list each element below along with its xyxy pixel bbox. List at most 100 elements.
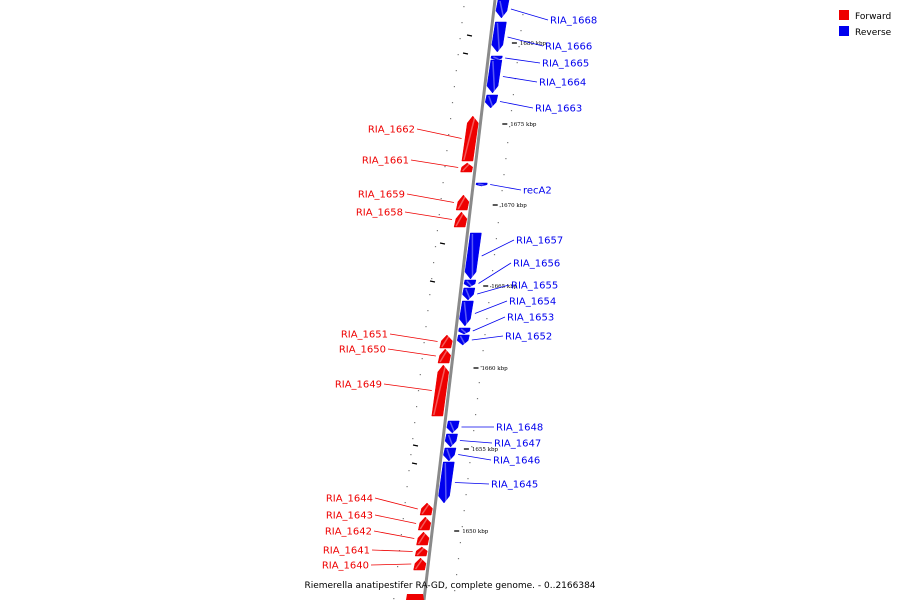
minor-tick-right bbox=[482, 350, 484, 352]
minor-tick-right bbox=[488, 302, 490, 304]
minor-tick-left bbox=[395, 582, 397, 584]
minor-tick-right bbox=[461, 526, 463, 528]
gene-label-ria-1642[interactable]: RIA_1642 bbox=[325, 527, 372, 538]
gene-highlight bbox=[463, 301, 468, 326]
gene-label-ria-1663[interactable]: RIA_1663 bbox=[535, 104, 582, 115]
minor-tick-right bbox=[471, 446, 473, 448]
gene-label-ria-1655[interactable]: RIA_1655 bbox=[511, 281, 558, 292]
gene-label-ria-1658[interactable]: RIA_1658 bbox=[356, 208, 403, 219]
minor-tick-left bbox=[402, 518, 404, 520]
major-tick bbox=[411, 462, 418, 465]
gene-label-ria-1645[interactable]: RIA_1645 bbox=[491, 480, 538, 491]
gene-arrow-reca2 bbox=[475, 182, 488, 187]
minor-tick-left bbox=[434, 246, 437, 248]
gene-label-ria-1652[interactable]: RIA_1652 bbox=[505, 332, 552, 343]
gene-leader-line bbox=[472, 316, 506, 332]
minor-tick-left bbox=[446, 150, 448, 152]
minor-tick-right bbox=[518, 46, 520, 48]
gene-leader-line bbox=[474, 300, 508, 314]
minor-tick-right bbox=[484, 334, 486, 336]
gene-label-ria-1646[interactable]: RIA_1646 bbox=[493, 456, 540, 467]
gene-label-ria-1653[interactable]: RIA_1653 bbox=[507, 313, 554, 324]
gene-highlight bbox=[493, 56, 499, 60]
gene-arrow-ria-1661 bbox=[460, 162, 473, 173]
minor-tick-right bbox=[463, 510, 465, 512]
minor-tick-left bbox=[438, 214, 440, 216]
gene-arrow-ria-1658 bbox=[453, 211, 468, 228]
gene-highlight bbox=[460, 328, 467, 334]
gene-label-ria-1640[interactable]: RIA_1640 bbox=[322, 561, 369, 572]
gene-label-ria-1664[interactable]: RIA_1664 bbox=[539, 78, 586, 89]
gene-arrow-ria-1645 bbox=[438, 461, 455, 504]
gene-leader-line bbox=[383, 383, 432, 391]
scale-tick-label: 1660 kbp bbox=[482, 366, 509, 372]
minor-tick-left bbox=[457, 54, 459, 56]
genome-backbone bbox=[422, 0, 497, 600]
gene-label-ria-1656[interactable]: RIA_1656 bbox=[513, 259, 560, 270]
gene-label-ria-1661[interactable]: RIA_1661 bbox=[362, 156, 409, 167]
gene-highlight bbox=[417, 532, 427, 545]
legend-label-reverse: Reverse bbox=[855, 28, 892, 38]
gene-label-ria-1650[interactable]: RIA_1650 bbox=[339, 345, 386, 356]
gene-highlight bbox=[459, 335, 466, 345]
minor-tick-left bbox=[423, 342, 425, 344]
minor-tick-right bbox=[467, 478, 469, 480]
gene-arrow-ria-1659 bbox=[455, 194, 470, 211]
gene-label-ria-1651[interactable]: RIA_1651 bbox=[341, 330, 388, 341]
gene-arrow-ria-1652 bbox=[456, 334, 470, 346]
gene-arrow-ria-1648 bbox=[446, 420, 460, 434]
gene-label-ria-1668[interactable]: RIA_1668 bbox=[550, 16, 597, 27]
gene-arrow-ria-1662 bbox=[461, 115, 479, 162]
minor-tick-left bbox=[417, 390, 420, 392]
gene-arrow-ria-1644 bbox=[419, 502, 433, 516]
gene-arrow-ria-1657 bbox=[464, 232, 482, 280]
gene-leader-line bbox=[406, 193, 455, 203]
gene-label-ria-1649[interactable]: RIA_1649 bbox=[335, 380, 382, 391]
gene-labels: RIA_1668 RIA_1666 RIA_1665 RIA_1664 RIA_1663… bbox=[322, 8, 597, 572]
gene-label-ria-1647[interactable]: RIA_1647 bbox=[494, 439, 541, 450]
minor-tick-right bbox=[495, 238, 497, 240]
gene-arrow-ria-1654 bbox=[459, 300, 474, 327]
minor-tick-right bbox=[465, 494, 467, 496]
gene-arrow-ria-1666 bbox=[491, 21, 507, 53]
gene-highlight bbox=[466, 280, 473, 287]
major-tick bbox=[429, 280, 436, 283]
gene-label-ria-1665[interactable]: RIA_1665 bbox=[542, 59, 589, 70]
gene-highlight bbox=[463, 116, 476, 161]
scale-tick-label: 1680 kbp bbox=[520, 41, 547, 47]
gene-highlight bbox=[488, 95, 494, 108]
gene-label-ria-1648[interactable]: RIA_1648 bbox=[496, 423, 543, 434]
gene-label-ria-1666[interactable]: RIA_1666 bbox=[545, 42, 592, 53]
minor-tick-right bbox=[505, 158, 507, 160]
gene-leader-line bbox=[370, 563, 412, 566]
gene-label-reca2[interactable]: recA2 bbox=[523, 186, 552, 197]
gene-leader-line bbox=[373, 530, 415, 539]
gene-leader-line bbox=[410, 159, 459, 168]
minor-tick-left bbox=[459, 38, 461, 40]
gene-label-ria-1654[interactable]: RIA_1654 bbox=[509, 297, 556, 308]
minor-tick-left bbox=[412, 438, 414, 440]
gene-leader-line bbox=[481, 239, 515, 257]
minor-tick-left bbox=[440, 198, 442, 200]
minor-tick-right bbox=[501, 190, 503, 192]
gene-highlight bbox=[496, 22, 501, 52]
gene-arrow-ria-1655 bbox=[462, 287, 476, 301]
minor-tick-left bbox=[425, 326, 427, 328]
gene-label-ria-1643[interactable]: RIA_1643 bbox=[326, 511, 373, 522]
minor-tick-left bbox=[453, 86, 455, 88]
gene-features bbox=[406, 0, 510, 600]
gene-leader-line bbox=[404, 211, 453, 220]
minor-tick-right bbox=[522, 14, 524, 16]
legend-swatch-forward bbox=[839, 10, 849, 20]
minor-tick-left bbox=[455, 70, 457, 72]
minor-tick-right bbox=[512, 94, 514, 96]
minor-tick-right bbox=[520, 30, 522, 32]
gene-label-ria-1659[interactable]: RIA_1659 bbox=[358, 190, 405, 201]
minor-tick-left bbox=[442, 182, 444, 184]
gene-label-ria-1657[interactable]: RIA_1657 bbox=[516, 236, 563, 247]
gene-label-ria-1662[interactable]: RIA_1662 bbox=[368, 125, 415, 136]
minor-tick-right bbox=[456, 574, 458, 576]
gene-label-ria-1644[interactable]: RIA_1644 bbox=[326, 494, 373, 505]
scale-tick-label: 1670 kbp bbox=[501, 203, 528, 209]
gene-label-ria-1641[interactable]: RIA_1641 bbox=[323, 546, 370, 557]
